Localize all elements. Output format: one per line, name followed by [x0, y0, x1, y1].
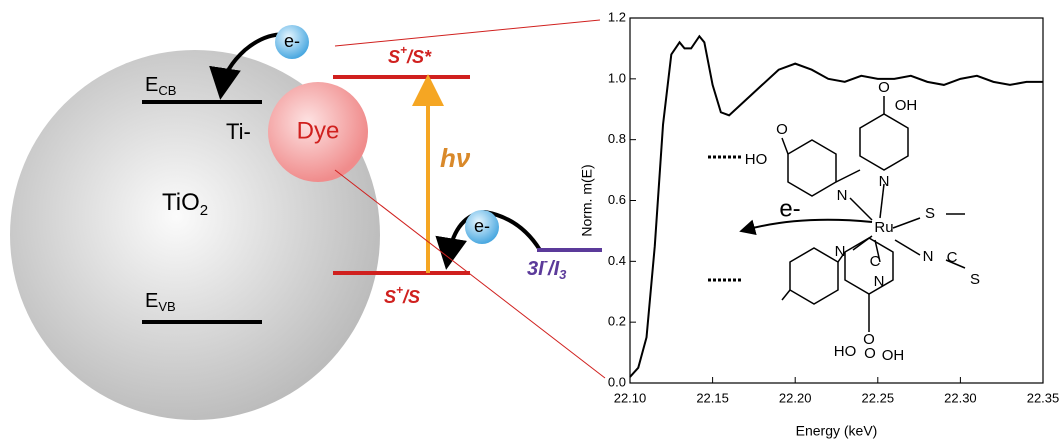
atom-label: N: [837, 187, 848, 204]
x-tick-label: 22.30: [944, 390, 977, 405]
atom-label: Ru: [874, 219, 893, 236]
electron-label: e-: [284, 31, 300, 51]
atom-label: HO: [745, 151, 768, 168]
zoom-line: [334, 19, 601, 47]
x-tick-label: 22.20: [779, 390, 812, 405]
y-axis-label: Norm. m(E): [579, 164, 595, 236]
y-tick-label: 1.0: [608, 70, 626, 85]
electron: [465, 210, 499, 244]
excited-label: S+/S*: [388, 43, 432, 67]
x-tick-label: 22.35: [1027, 390, 1060, 405]
data-line: [629, 34, 1043, 378]
atom-label: S: [925, 205, 935, 222]
zoom-line: [334, 169, 606, 379]
electron-label: e-: [474, 216, 490, 236]
y-tick-label: 0.8: [608, 131, 626, 146]
atom-label: HO: [834, 343, 857, 360]
y-tick-label: 0.4: [608, 253, 626, 268]
y-tick-label: 0.6: [608, 192, 626, 207]
electron: [275, 25, 309, 59]
atom-label: N: [874, 273, 885, 290]
tio2-label: TiO2: [162, 189, 208, 219]
atom-label: O: [864, 345, 876, 362]
atom-label: O: [863, 331, 875, 348]
atom-label: N: [879, 173, 890, 190]
atom-label: OH: [895, 97, 918, 114]
x-tick-label: 22.10: [614, 390, 647, 405]
ground-label: S+/S: [384, 283, 420, 307]
y-tick-label: 1.2: [608, 9, 626, 24]
y-tick-label: 0.0: [608, 374, 626, 389]
redox-label: 3I-/I3: [527, 253, 567, 282]
atom-label: N: [923, 248, 934, 265]
evb-label: EVB: [145, 290, 176, 314]
molecule-electron-label: e-: [779, 195, 800, 222]
ecb-label: ECB: [145, 74, 176, 98]
atom-label: N: [835, 243, 846, 260]
x-tick-label: 22.25: [862, 390, 895, 405]
x-axis-label: Energy (keV): [796, 423, 878, 439]
molecule: [708, 96, 966, 332]
atom-label: S: [970, 271, 980, 288]
atom-label: O: [878, 79, 890, 96]
atom-label: OH: [882, 347, 905, 364]
x-tick-label: 22.15: [696, 390, 729, 405]
photon-label: hν: [440, 143, 471, 173]
dye-label: Dye: [297, 117, 340, 144]
y-tick-label: 0.2: [608, 314, 626, 329]
atom-label: O: [776, 121, 788, 138]
ti-label: Ti-: [226, 119, 251, 144]
atom-label: C: [947, 249, 958, 266]
dye-sphere: [268, 82, 368, 182]
atom-label: C: [870, 253, 881, 270]
